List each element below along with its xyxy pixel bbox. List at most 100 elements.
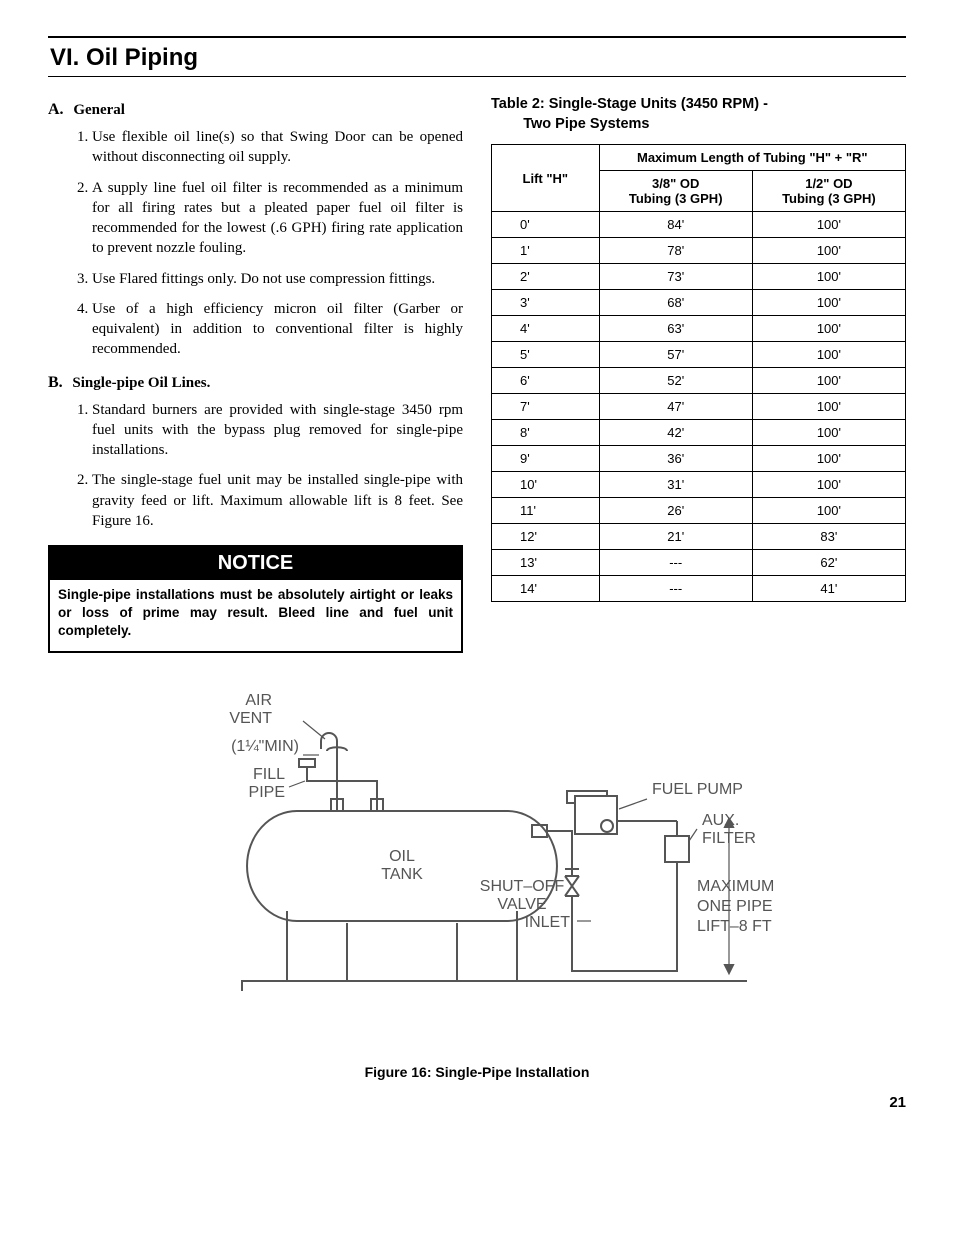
table-head-col2-line2: Tubing (3 GPH): [782, 191, 876, 206]
table-row: 3'68'100': [492, 290, 906, 316]
cell-38od: 47': [599, 394, 752, 420]
cell-12od: 100': [752, 212, 905, 238]
cell-38od: 26': [599, 498, 752, 524]
right-column: Table 2: Single-Stage Units (3450 RPM) -…: [491, 95, 906, 653]
notice-body: Single-pipe installations must be absolu…: [50, 580, 461, 651]
table-head-col1-line1: 3/8" OD: [652, 176, 699, 191]
table-head-col1: 3/8" OD Tubing (3 GPH): [599, 171, 752, 212]
table-row: 12'21'83': [492, 524, 906, 550]
figure-caption: Figure 16: Single-Pipe Installation: [48, 1064, 906, 1080]
fig-label-oil2: TANK: [381, 866, 423, 883]
fig-label-shut1: SHUT–OFF: [480, 878, 565, 895]
cell-12od: 62': [752, 550, 905, 576]
table-row: 2'73'100': [492, 264, 906, 290]
cell-12od: 100': [752, 420, 905, 446]
under-rule: [48, 76, 906, 77]
cell-lift: 12': [492, 524, 600, 550]
cell-12od: 100': [752, 342, 905, 368]
subsection-b-heading: B. Single-pipe Oil Lines.: [48, 374, 463, 392]
cell-12od: 100': [752, 238, 905, 264]
list-item: Use flexible oil line(s) so that Swing D…: [92, 127, 463, 168]
cell-lift: 9': [492, 446, 600, 472]
list-item: A supply line fuel oil filter is recomme…: [92, 178, 463, 259]
cell-12od: 100': [752, 446, 905, 472]
fig-label-fuelpump: FUEL PUMP: [652, 781, 743, 798]
table-row: 6'52'100': [492, 368, 906, 394]
table-caption-line2: Two Pipe Systems: [523, 116, 649, 132]
fig-label-aux2: FILTER: [702, 830, 756, 847]
cell-lift: 0': [492, 212, 600, 238]
fig-label-vent: VENT: [229, 710, 272, 727]
cell-12od: 100': [752, 316, 905, 342]
table-row: 13'---62': [492, 550, 906, 576]
fig-label-inlet: INLET: [525, 914, 571, 931]
subsection-a-label: A.: [48, 101, 64, 118]
table-head-lift: Lift "H": [492, 145, 600, 212]
cell-lift: 7': [492, 394, 600, 420]
cell-12od: 100': [752, 264, 905, 290]
two-column-layout: A. General Use flexible oil line(s) so t…: [48, 95, 906, 653]
cell-12od: 83': [752, 524, 905, 550]
cell-38od: ---: [599, 550, 752, 576]
cell-12od: 100': [752, 472, 905, 498]
fig-label-max3: LIFT–8 FT: [697, 918, 772, 935]
table-row: 5'57'100': [492, 342, 906, 368]
cell-12od: 100': [752, 368, 905, 394]
cell-lift: 6': [492, 368, 600, 394]
cell-12od: 100': [752, 394, 905, 420]
cell-12od: 41': [752, 576, 905, 602]
subsection-a-heading: A. General: [48, 101, 463, 119]
cell-38od: 42': [599, 420, 752, 446]
table-head-col2-line1: 1/2" OD: [805, 176, 852, 191]
list-item: Use of a high efficiency micron oil filt…: [92, 299, 463, 360]
table-caption: Table 2: Single-Stage Units (3450 RPM) -…: [491, 95, 906, 134]
table-head-col2: 1/2" OD Tubing (3 GPH): [752, 171, 905, 212]
notice-box: NOTICE Single-pipe installations must be…: [48, 545, 463, 653]
subsection-b-list: Standard burners are provided with singl…: [48, 400, 463, 532]
cell-lift: 11': [492, 498, 600, 524]
list-item: Use Flared fittings only. Do not use com…: [92, 269, 463, 289]
fig-label-aux1: AUX.: [702, 812, 739, 829]
figure-diagram: AIR VENT (1¼"MIN) FILL PIPE OIL TANK FUE…: [177, 681, 777, 1051]
section-title: VI. Oil Piping: [50, 44, 906, 72]
table-head-col1-line2: Tubing (3 GPH): [629, 191, 723, 206]
cell-38od: 36': [599, 446, 752, 472]
figure-16: AIR VENT (1¼"MIN) FILL PIPE OIL TANK FUE…: [48, 681, 906, 1080]
cell-38od: ---: [599, 576, 752, 602]
fig-label-min: (1¼"MIN): [231, 738, 299, 755]
top-rule: [48, 36, 906, 38]
cell-38od: 68': [599, 290, 752, 316]
table-row: 0'84'100': [492, 212, 906, 238]
cell-38od: 57': [599, 342, 752, 368]
notice-heading: NOTICE: [50, 547, 461, 580]
cell-lift: 2': [492, 264, 600, 290]
cell-12od: 100': [752, 290, 905, 316]
subsection-a-title: General: [73, 102, 125, 118]
subsection-a-list: Use flexible oil line(s) so that Swing D…: [48, 127, 463, 360]
fig-label-max1: MAXIMUM: [697, 878, 774, 895]
fig-label-fill1: FILL: [253, 766, 285, 783]
cell-12od: 100': [752, 498, 905, 524]
table-row: 7'47'100': [492, 394, 906, 420]
subsection-b-label: B.: [48, 374, 63, 391]
cell-lift: 14': [492, 576, 600, 602]
table-row: 4'63'100': [492, 316, 906, 342]
cell-lift: 4': [492, 316, 600, 342]
table-row: 8'42'100': [492, 420, 906, 446]
table-row: 14'---41': [492, 576, 906, 602]
cell-lift: 13': [492, 550, 600, 576]
list-item: The single-stage fuel unit may be instal…: [92, 470, 463, 531]
cell-38od: 52': [599, 368, 752, 394]
page-number: 21: [48, 1094, 906, 1111]
table-row: 11'26'100': [492, 498, 906, 524]
table-row: 10'31'100': [492, 472, 906, 498]
cell-38od: 21': [599, 524, 752, 550]
cell-lift: 3': [492, 290, 600, 316]
cell-38od: 84': [599, 212, 752, 238]
tubing-length-table: Lift "H" Maximum Length of Tubing "H" + …: [491, 144, 906, 602]
table-head-span: Maximum Length of Tubing "H" + "R": [599, 145, 905, 171]
fig-label-shut2: VALVE: [497, 896, 546, 913]
fig-label-fill2: PIPE: [249, 784, 285, 801]
table-row: 1'78'100': [492, 238, 906, 264]
list-item: Standard burners are provided with singl…: [92, 400, 463, 461]
